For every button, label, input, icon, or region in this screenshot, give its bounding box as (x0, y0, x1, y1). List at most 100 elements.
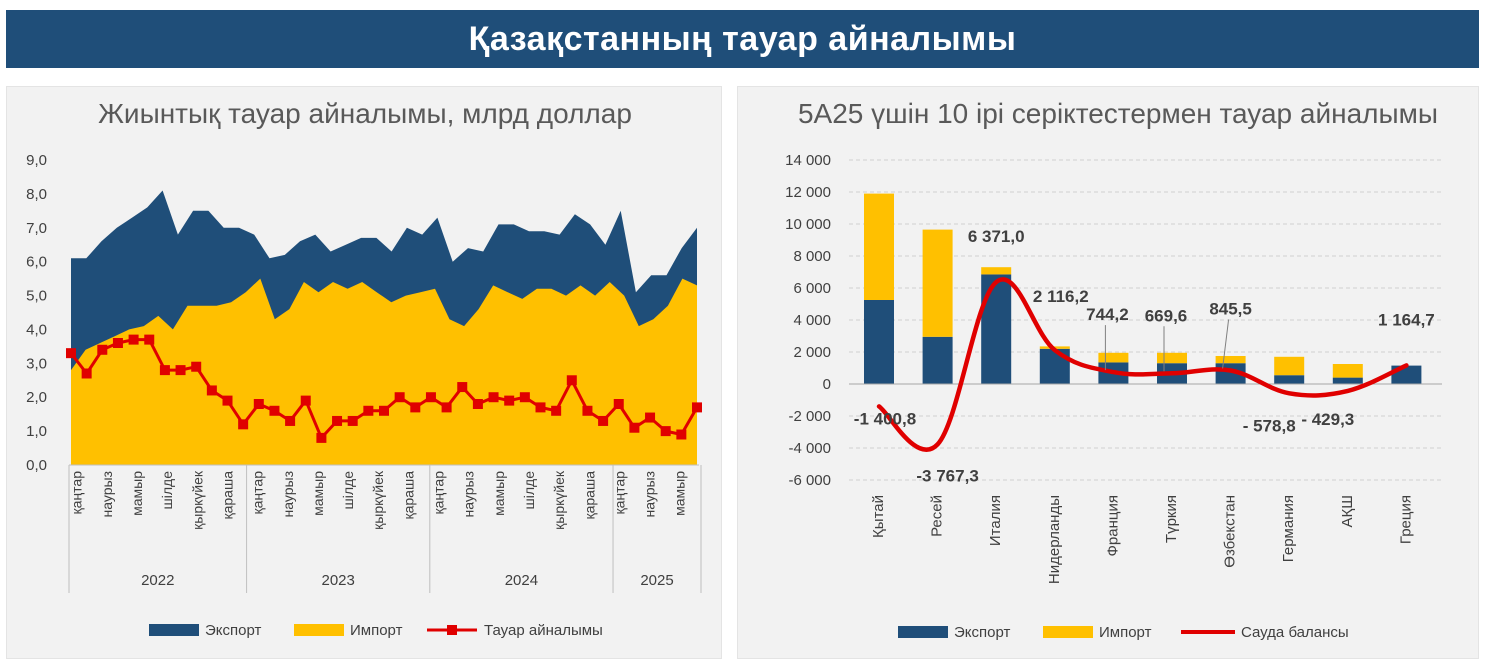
turnover-point (441, 402, 452, 413)
y-tick-label: 8,0 (26, 186, 47, 203)
legend-swatch-export (898, 626, 948, 638)
year-label: 2022 (141, 572, 174, 589)
turnover-point (379, 405, 389, 416)
month-label: қараша (581, 471, 597, 520)
legend-label-import: Импорт (350, 622, 403, 639)
y-tick-label: 10 000 (785, 216, 831, 233)
turnover-point (363, 405, 374, 416)
month-label: қаңтар (431, 471, 447, 515)
month-label: наурыз (461, 471, 477, 517)
month-label: мамыр (491, 471, 507, 516)
import-area (71, 278, 697, 465)
turnover-point (238, 419, 249, 430)
turnover-point (676, 429, 687, 440)
y-tick-label: 9,0 (26, 152, 47, 169)
turnover-point (645, 412, 656, 423)
y-tick-label: 6,0 (26, 254, 47, 271)
y-tick-label: 1,0 (26, 423, 47, 440)
partners-turnover-chart-panel: 5А25 үшін 10 ірі серіктестермен тауар ай… (737, 86, 1479, 659)
y-tick-label: 4 000 (793, 312, 831, 329)
legend-swatch-import (1043, 626, 1093, 638)
turnover-point (425, 392, 436, 403)
import-bar (922, 229, 953, 337)
data-label: 669,6 (1145, 306, 1188, 325)
y-tick-label: 2,0 (26, 389, 47, 406)
category-label: Франция (1104, 495, 1121, 556)
category-label: Греция (1397, 495, 1414, 544)
import-bar (1157, 352, 1187, 364)
category-label: Италия (987, 495, 1004, 546)
month-label: шілде (340, 471, 356, 510)
y-tick-label: -6 000 (788, 472, 831, 489)
month-label: қаңтар (69, 471, 85, 515)
month-label: шілде (159, 471, 175, 510)
turnover-point (316, 432, 327, 443)
data-label: - 429,3 (1301, 410, 1354, 429)
import-bar (864, 193, 894, 300)
turnover-point (159, 365, 170, 376)
category-label: Ресей (929, 495, 946, 537)
turnover-point (472, 399, 483, 409)
data-label: - 578,8 (1243, 416, 1296, 435)
category-label: Германия (1280, 495, 1297, 562)
month-label: қараша (400, 471, 416, 520)
legend-swatch-export (149, 624, 199, 636)
y-tick-label: 3,0 (26, 355, 47, 372)
y-tick-label: -4 000 (788, 440, 831, 457)
turnover-point (81, 368, 92, 379)
turnover-point (175, 365, 186, 376)
month-label: шілде (521, 471, 537, 510)
y-tick-label: 0 (823, 376, 831, 393)
turnover-point (394, 392, 405, 403)
turnover-point (504, 395, 515, 406)
month-label: қараша (219, 471, 235, 520)
y-tick-label: 7,0 (26, 220, 47, 237)
turnover-point (613, 399, 624, 409)
turnover-point (457, 382, 468, 393)
turnover-point (629, 422, 640, 433)
import-bar (1332, 364, 1363, 378)
data-label-leader (1222, 319, 1230, 369)
data-label: 6 371,0 (968, 227, 1025, 246)
page-title: Қазақстанның тауар айналымы (468, 19, 1017, 58)
month-label: қыркүйек (551, 470, 567, 530)
turnover-point (519, 392, 530, 403)
turnover-point (253, 399, 264, 409)
total-turnover-chart: Жиынтық тауар айналымы, млрд доллар 0,0 1,… (26, 98, 702, 639)
turnover-point (206, 385, 217, 396)
month-label: қыркүйек (189, 470, 205, 530)
turnover-point (535, 402, 546, 413)
export-bar (922, 336, 953, 384)
year-label: 2024 (505, 572, 538, 589)
turnover-point (191, 361, 202, 372)
turnover-point (285, 415, 296, 426)
turnover-point (300, 395, 311, 406)
page-banner: Қазақстанның тауар айналымы (6, 10, 1479, 68)
category-label: Қытай (870, 495, 887, 538)
y-tick-label: 12 000 (785, 184, 831, 201)
turnover-point (222, 395, 233, 406)
category-label: АҚШ (1339, 495, 1356, 528)
turnover-point (144, 334, 155, 345)
turnover-point (410, 402, 421, 413)
month-label: қаңтар (250, 471, 266, 515)
legend-label-export: Экспорт (205, 622, 261, 639)
import-bar (1098, 352, 1129, 363)
turnover-point (660, 426, 671, 437)
y-tick-label: 8 000 (793, 248, 831, 265)
data-label: 845,5 (1209, 299, 1252, 318)
partners-turnover-chart: 5А25 үшін 10 ірі серіктестермен тауар ай… (785, 98, 1442, 641)
turnover-point (598, 415, 609, 426)
turnover-point (66, 348, 76, 359)
export-bar (864, 300, 894, 384)
month-label: наурыз (99, 471, 115, 517)
turnover-point (551, 405, 562, 416)
turnover-point (269, 405, 280, 416)
data-label: 1 164,7 (1378, 310, 1435, 329)
turnover-point (582, 405, 593, 416)
y-tick-label: 14 000 (785, 152, 831, 169)
data-label: -3 767,3 (916, 466, 978, 485)
export-bar (1039, 348, 1070, 384)
month-label: мамыр (129, 471, 145, 516)
month-label: қаңтар (611, 471, 627, 515)
